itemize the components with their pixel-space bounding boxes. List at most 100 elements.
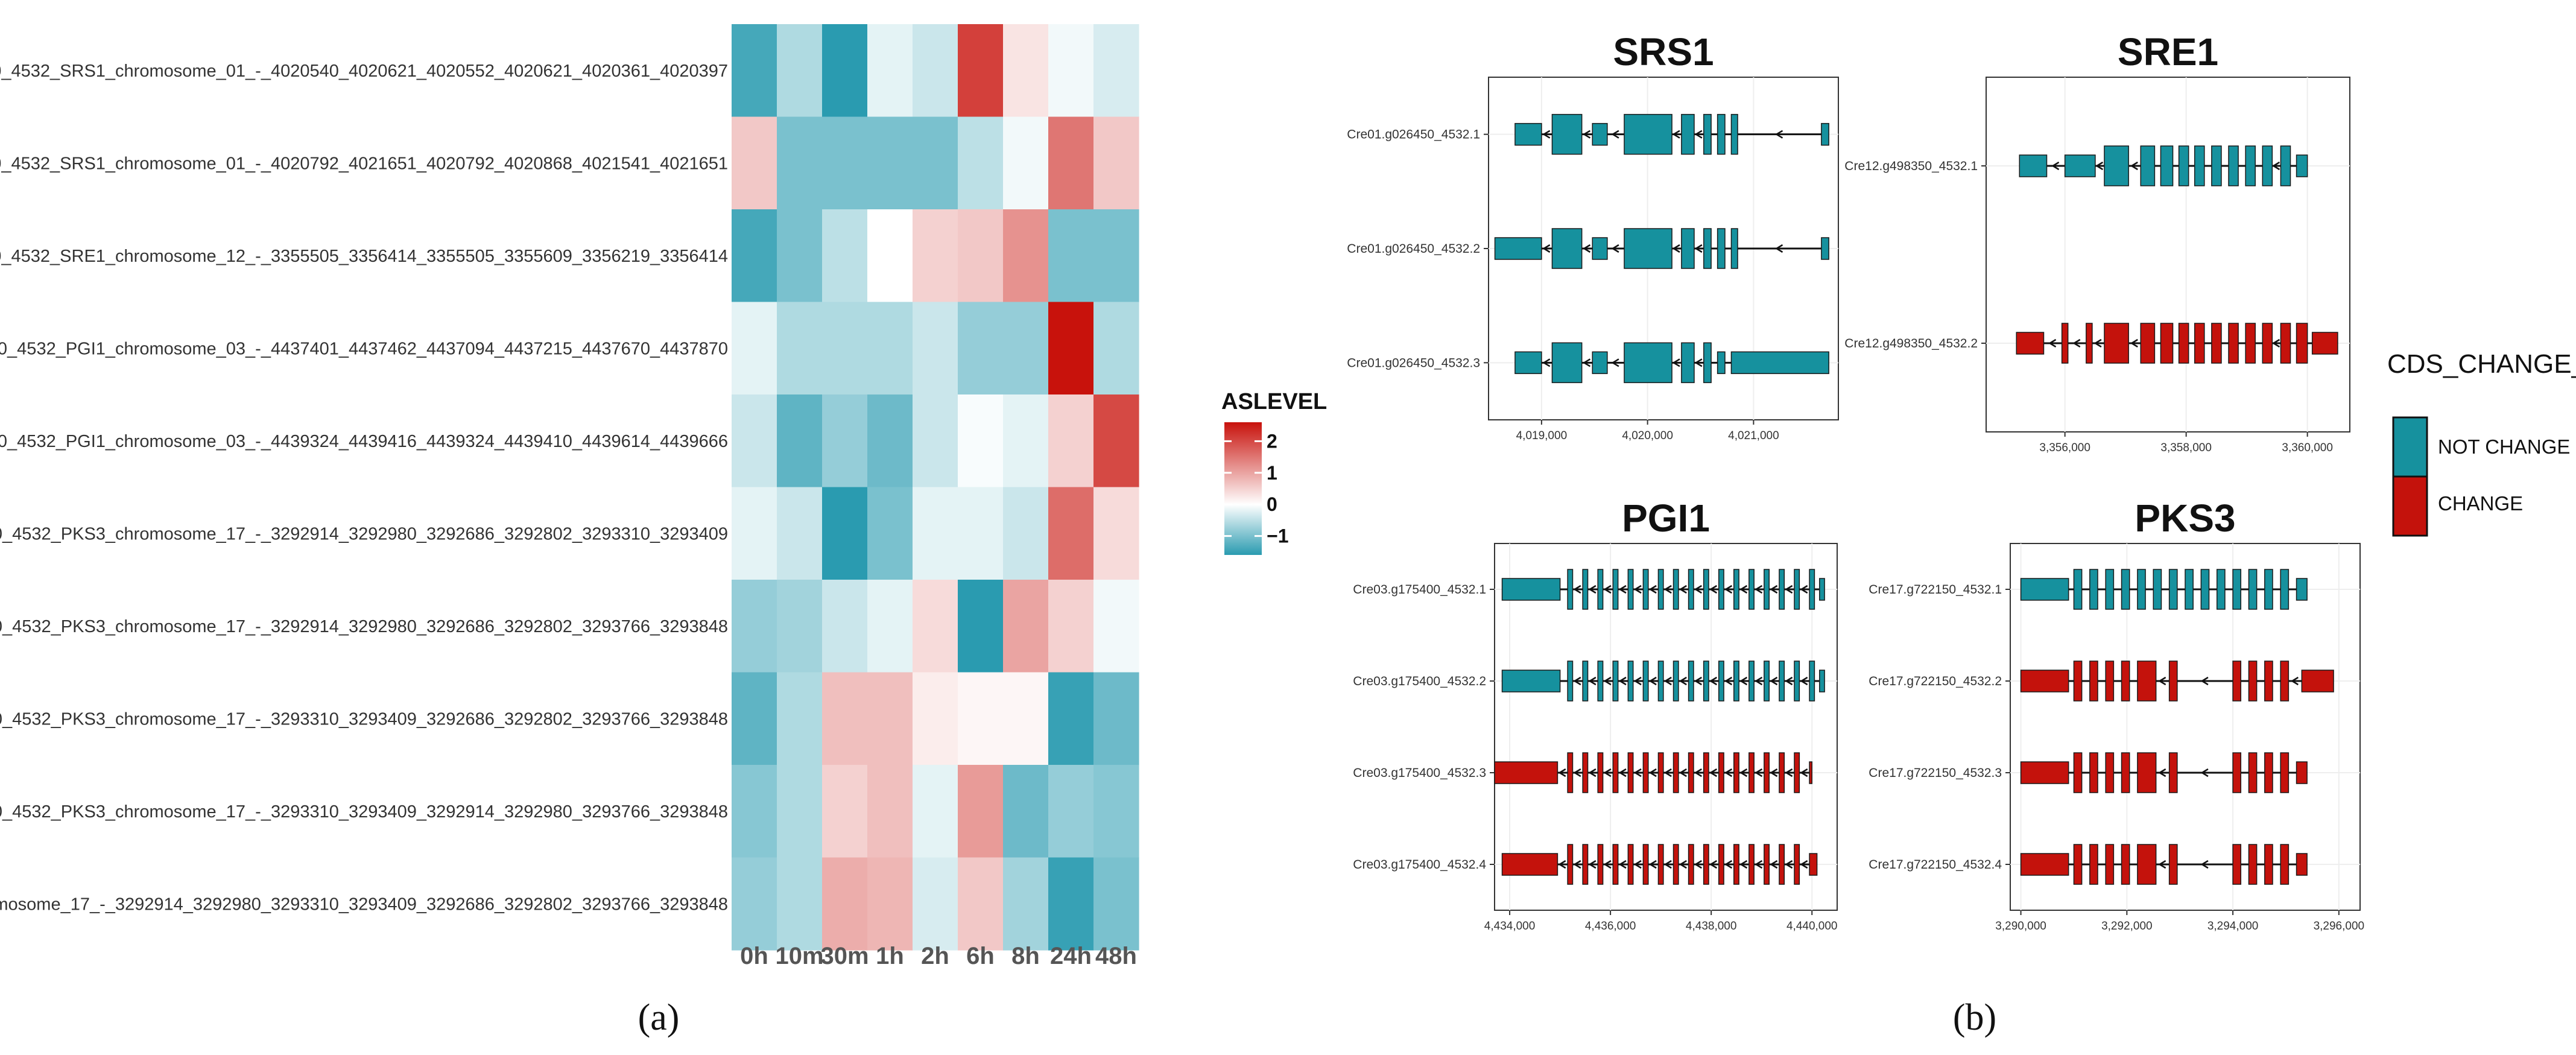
- heatmap-cell: [822, 394, 868, 488]
- strand-arrow: [1588, 585, 1597, 594]
- strand-arrow: [1679, 676, 1687, 686]
- exon-block: [2061, 323, 2069, 364]
- exon-block: [2248, 752, 2258, 793]
- exon-block: [2232, 752, 2242, 793]
- heatmap-cell: [822, 487, 868, 580]
- heatmap-cell: [913, 302, 958, 395]
- exon-block: [1681, 113, 1695, 155]
- exon-block: [1681, 228, 1695, 269]
- exon-block: [1567, 752, 1574, 793]
- exon-block: [1642, 661, 1649, 702]
- strand-arrow: [2072, 338, 2081, 348]
- heatmap-cell: [1003, 765, 1049, 858]
- strand-arrow: [1558, 768, 1566, 778]
- exon-block: [1673, 844, 1679, 885]
- strand-arrow: [1679, 860, 1687, 869]
- strand-arrow: [1709, 860, 1717, 869]
- exon-block: [2140, 323, 2156, 364]
- heatmap-cell: [822, 209, 868, 303]
- exon-block: [1627, 752, 1634, 793]
- aslevel-tick-label: −1: [1267, 525, 1288, 547]
- heatmap-cell: [732, 487, 777, 580]
- exon-block: [1703, 228, 1712, 269]
- heatmap-cell: [867, 580, 913, 673]
- strand-arrow: [1785, 768, 1793, 778]
- exon-block: [1779, 661, 1785, 702]
- exon-block: [2280, 145, 2291, 186]
- strand-arrow: [1694, 585, 1702, 594]
- exon-block: [1657, 569, 1664, 610]
- heatmap-cell: [1093, 209, 1139, 303]
- exon-block: [2245, 323, 2256, 364]
- exon-block: [2020, 853, 2069, 876]
- strand-arrow: [1709, 676, 1717, 686]
- strand-arrow: [1679, 768, 1687, 778]
- exon-block: [2280, 661, 2290, 702]
- exon-block: [1592, 122, 1608, 146]
- exon-block: [2121, 661, 2130, 702]
- gene-axis-tick-label: 4,020,000: [1622, 429, 1673, 442]
- exon-block: [2160, 145, 2174, 186]
- heatmap-cell: [732, 116, 777, 210]
- exon-block: [1703, 661, 1709, 702]
- exon-block: [2280, 323, 2291, 364]
- strand-arrow: [1785, 860, 1793, 869]
- exon-block: [1551, 228, 1583, 269]
- strand-arrow: [1573, 585, 1581, 594]
- exon-block: [2280, 844, 2290, 885]
- strand-arrow: [1588, 860, 1597, 869]
- exon-block: [1748, 661, 1755, 702]
- exon-block: [2211, 145, 2222, 186]
- exon-block: [1681, 342, 1695, 384]
- strand-arrow: [2093, 338, 2102, 348]
- heatmap-cell: [913, 116, 958, 210]
- heatmap-cell: [732, 209, 777, 303]
- heatmap-cell: [732, 394, 777, 488]
- strand-arrow: [1739, 860, 1748, 869]
- exon-block: [2104, 145, 2129, 186]
- exon-block: [2168, 752, 2178, 793]
- strand-arrow: [2200, 860, 2209, 869]
- exon-block: [2137, 844, 2157, 885]
- exon-block: [1821, 122, 1829, 146]
- aslevel-legend-ticks: 2 1 0 −1: [1224, 430, 1288, 547]
- strand-arrow: [1583, 130, 1591, 139]
- exon-block: [1627, 569, 1634, 610]
- exon-block: [1718, 844, 1724, 885]
- exon-block: [1764, 661, 1770, 702]
- strand-arrow: [2158, 768, 2166, 778]
- exon-block: [1642, 569, 1649, 610]
- exon-block: [1597, 569, 1604, 610]
- heatmap-row-label: MXE_Cre17.g722150_4532_PKS3_chromosome_1…: [0, 895, 728, 914]
- exon-block: [2264, 661, 2273, 702]
- exon-block: [1688, 752, 1694, 793]
- heatmap-cell: [777, 116, 823, 210]
- strand-arrow: [1709, 585, 1717, 594]
- heatmap-column-label: 1h: [876, 943, 904, 969]
- strand-arrow: [1663, 676, 1672, 686]
- strand-arrow: [1633, 768, 1642, 778]
- heatmap-cell: [867, 24, 913, 118]
- strand-arrow: [1755, 676, 1763, 686]
- strand-arrow: [1611, 244, 1619, 253]
- exon-block: [1582, 752, 1589, 793]
- exon-block: [2105, 661, 2115, 702]
- gene-panel-title: SRE1: [2118, 30, 2218, 74]
- exon-block: [2073, 569, 2083, 610]
- exon-block: [1582, 661, 1589, 702]
- caption-b: (b): [1953, 997, 1996, 1038]
- exon-block: [1703, 569, 1709, 610]
- heatmap-cell: [1093, 24, 1139, 118]
- heatmap-cell: [913, 857, 958, 951]
- heatmap-row-label: SE_Cre17.g722150_4532_PKS3_chromosome_17…: [0, 802, 728, 822]
- exon-block: [2280, 752, 2290, 793]
- strand-arrow: [1800, 676, 1808, 686]
- exon-block: [1730, 228, 1738, 269]
- strand-arrow: [2158, 676, 2166, 686]
- heatmap-row-label: SE_Cre17.g722150_4532_PKS3_chromosome_17…: [0, 709, 728, 729]
- strand-arrow: [1739, 676, 1748, 686]
- exon-block: [1612, 752, 1619, 793]
- exon-block: [1703, 342, 1712, 384]
- exon-block: [2073, 752, 2083, 793]
- exon-block: [2105, 844, 2115, 885]
